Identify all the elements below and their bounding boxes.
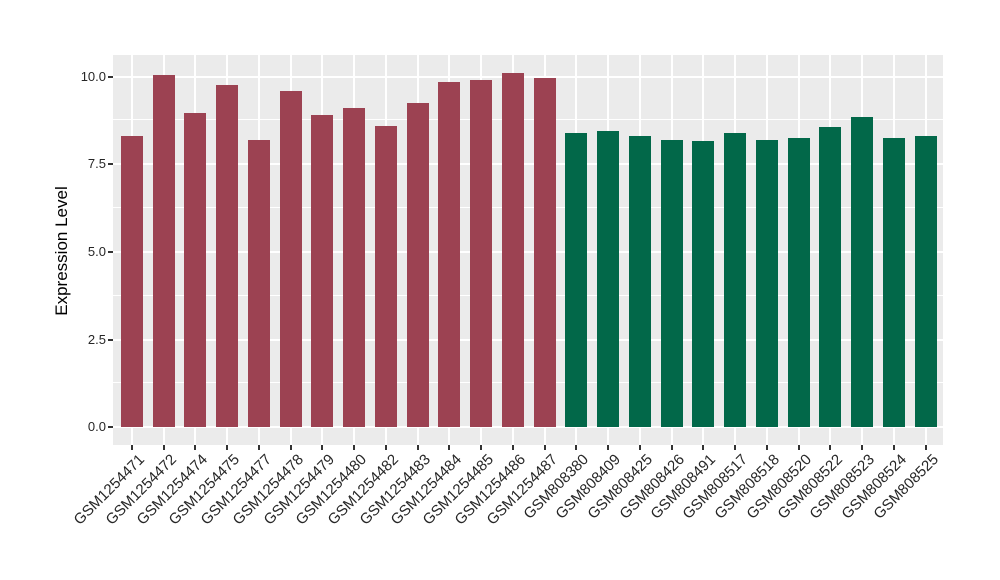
x-tick-mark [670, 445, 673, 450]
y-tick-mark [108, 163, 113, 166]
y-tick-label: 0.0 [87, 419, 106, 435]
y-tick-label: 2.5 [87, 331, 106, 347]
x-tick-mark [607, 445, 610, 450]
bar-GSM1254472 [152, 74, 175, 428]
y-tick-mark [108, 426, 113, 429]
y-axis-title: Expression Level [52, 186, 71, 316]
y-major-gridline [113, 338, 943, 341]
bar-GSM1254483 [406, 102, 429, 428]
x-tick-mark [480, 445, 483, 450]
x-tick-mark [829, 445, 832, 450]
bar-GSM808523 [851, 116, 874, 428]
bar-GSM1254479 [311, 115, 334, 428]
y-major-gridline [113, 426, 943, 429]
bar-GSM808520 [787, 137, 810, 428]
x-tick-mark [321, 445, 324, 450]
bar-GSM808491 [692, 141, 715, 428]
plot-panel [113, 55, 943, 445]
x-tick-mark [194, 445, 197, 450]
bar-GSM1254485 [470, 80, 493, 428]
x-tick-mark [289, 445, 292, 450]
y-tick-mark [108, 75, 113, 78]
bar-GSM1254474 [184, 113, 207, 428]
x-tick-mark [575, 445, 578, 450]
y-tick-mark [108, 250, 113, 253]
y-minor-gridline [113, 382, 943, 384]
y-tick-label: 5.0 [87, 243, 106, 259]
bar-GSM1254471 [120, 136, 143, 428]
y-major-gridline [113, 75, 943, 78]
x-tick-mark [924, 445, 927, 450]
x-tick-mark [448, 445, 451, 450]
x-tick-mark [892, 445, 895, 450]
bar-GSM1254477 [247, 139, 270, 428]
bar-GSM808525 [914, 136, 937, 428]
bar-GSM808425 [628, 136, 651, 428]
x-tick-mark [638, 445, 641, 450]
bar-GSM808518 [755, 139, 778, 428]
bar-GSM1254475 [216, 85, 239, 428]
bar-GSM1254482 [374, 125, 397, 428]
y-major-gridline [113, 163, 943, 166]
x-tick-mark [416, 445, 419, 450]
bar-GSM1254487 [533, 78, 556, 428]
bar-GSM1254478 [279, 90, 302, 428]
x-tick-mark [384, 445, 387, 450]
x-tick-mark [543, 445, 546, 450]
x-tick-mark [734, 445, 737, 450]
bar-GSM808517 [724, 132, 747, 428]
bar-GSM1254486 [501, 73, 524, 428]
x-tick-mark [765, 445, 768, 450]
x-tick-mark [162, 445, 165, 450]
bar-GSM808380 [565, 132, 588, 428]
y-tick-label: 7.5 [87, 156, 106, 172]
bar-GSM1254480 [343, 108, 366, 428]
y-minor-gridline [113, 119, 943, 121]
y-minor-gridline [113, 207, 943, 209]
y-tick-mark [108, 338, 113, 341]
bar-GSM808524 [882, 137, 905, 428]
x-tick-mark [226, 445, 229, 450]
bar-GSM1254484 [438, 81, 461, 428]
y-minor-gridline [113, 294, 943, 296]
x-tick-mark [797, 445, 800, 450]
bar-GSM808426 [660, 139, 683, 428]
bar-GSM808522 [819, 127, 842, 428]
x-tick-mark [511, 445, 514, 450]
x-tick-mark [257, 445, 260, 450]
x-tick-mark [353, 445, 356, 450]
x-tick-mark [130, 445, 133, 450]
y-major-gridline [113, 250, 943, 253]
x-tick-mark [702, 445, 705, 450]
y-tick-label: 10.0 [80, 68, 106, 84]
x-tick-mark [861, 445, 864, 450]
bar-GSM808409 [597, 130, 620, 428]
